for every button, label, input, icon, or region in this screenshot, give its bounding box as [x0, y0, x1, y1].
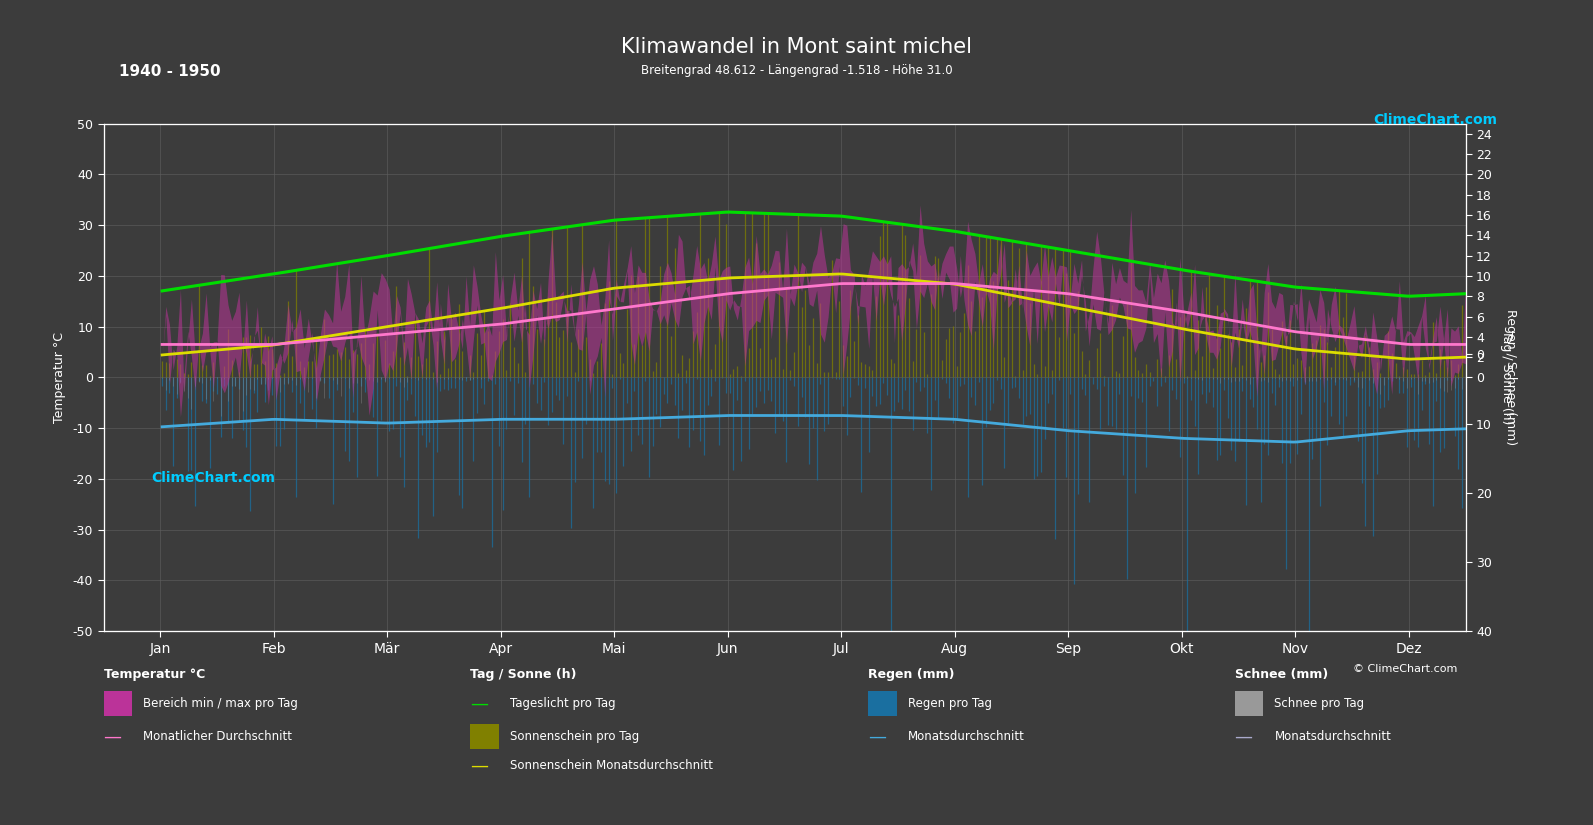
Text: Regen pro Tag: Regen pro Tag	[908, 697, 992, 710]
Y-axis label: Tag / Sonne (h): Tag / Sonne (h)	[1499, 330, 1513, 425]
Text: Klimawandel in Mont saint michel: Klimawandel in Mont saint michel	[621, 37, 972, 57]
Text: Tageslicht pro Tag: Tageslicht pro Tag	[510, 697, 615, 710]
Text: —: —	[104, 728, 121, 746]
Text: Tag / Sonne (h): Tag / Sonne (h)	[470, 668, 577, 681]
Text: ClimeChart.com: ClimeChart.com	[151, 472, 276, 485]
Text: Monatsdurchschnitt: Monatsdurchschnitt	[908, 730, 1024, 743]
Text: Sonnenschein Monatsdurchschnitt: Sonnenschein Monatsdurchschnitt	[510, 759, 712, 772]
Text: Monatsdurchschnitt: Monatsdurchschnitt	[1274, 730, 1391, 743]
Text: —: —	[1235, 728, 1252, 746]
Text: ClimeChart.com: ClimeChart.com	[1373, 113, 1497, 126]
Y-axis label: Temperatur °C: Temperatur °C	[53, 332, 65, 423]
Text: Schnee (mm): Schnee (mm)	[1235, 668, 1329, 681]
Text: © ClimeChart.com: © ClimeChart.com	[1352, 664, 1458, 674]
Text: 1940 - 1950: 1940 - 1950	[119, 64, 221, 79]
Text: Temperatur °C: Temperatur °C	[104, 668, 205, 681]
Y-axis label: Regen / Schnee (mm): Regen / Schnee (mm)	[1504, 309, 1517, 446]
Text: Monatlicher Durchschnitt: Monatlicher Durchschnitt	[143, 730, 293, 743]
Text: Regen (mm): Regen (mm)	[868, 668, 954, 681]
Text: Bereich min / max pro Tag: Bereich min / max pro Tag	[143, 697, 298, 710]
Text: —: —	[868, 728, 886, 746]
Text: —: —	[470, 757, 487, 775]
Text: —: —	[470, 695, 487, 713]
Text: Sonnenschein pro Tag: Sonnenschein pro Tag	[510, 730, 639, 743]
Text: Schnee pro Tag: Schnee pro Tag	[1274, 697, 1365, 710]
Text: Breitengrad 48.612 - Längengrad -1.518 - Höhe 31.0: Breitengrad 48.612 - Längengrad -1.518 -…	[640, 64, 953, 78]
